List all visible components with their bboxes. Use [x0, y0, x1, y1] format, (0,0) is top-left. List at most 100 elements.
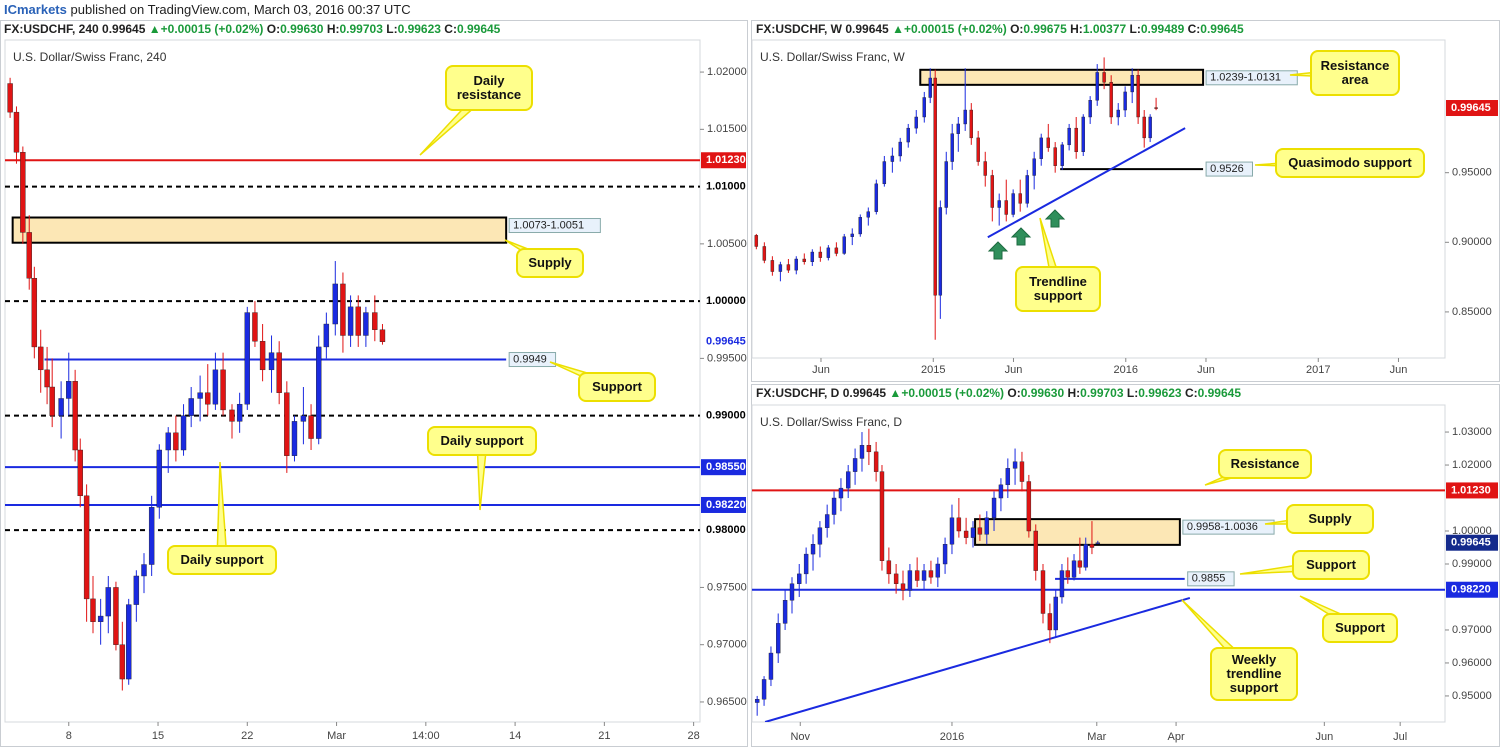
callout: Support — [1292, 550, 1370, 580]
candle-body — [921, 570, 927, 581]
candle-body — [879, 471, 885, 561]
x-tick-label: 8 — [66, 730, 72, 742]
candle-body — [866, 445, 872, 453]
y-tick-label: 0.97500 — [707, 581, 747, 593]
field-label: L: — [1129, 22, 1141, 36]
field-value: 0.99645 — [1200, 22, 1244, 36]
x-tick-label: 14:00 — [412, 730, 440, 742]
candle-body — [1109, 81, 1113, 118]
field-value: 0.99489 — [1140, 22, 1185, 36]
candle-body — [834, 247, 839, 254]
candle-body — [363, 312, 369, 336]
x-tick-label: Jun — [1315, 731, 1333, 743]
candle-body — [26, 232, 32, 279]
plot — [752, 428, 1445, 722]
field-label: O: — [266, 22, 281, 36]
candle-body — [77, 449, 83, 497]
candle-body — [1071, 560, 1077, 578]
candle-body — [914, 116, 918, 129]
field-value: 1.00377 — [1082, 22, 1127, 36]
callout: Resistance — [1218, 449, 1312, 479]
published: published on TradingView.com, March 03, … — [70, 2, 411, 17]
level-axis-box — [1446, 482, 1498, 499]
x-tick-label: Mar — [1087, 731, 1106, 743]
candle-body — [1033, 530, 1038, 571]
candle-body — [842, 236, 846, 254]
candle-body — [49, 386, 55, 416]
callout: Daily support — [427, 426, 537, 456]
level-axis-label: 0.98000 — [706, 524, 746, 536]
candle-body — [850, 233, 854, 237]
plot — [754, 57, 1205, 340]
x-tick-label: Jun — [1005, 364, 1023, 376]
level-axis-label: 0.99000 — [706, 410, 746, 422]
candle-body — [212, 369, 219, 405]
field-label: C: — [444, 22, 457, 36]
publish-bar: ICmarkets published on TradingView.com, … — [0, 0, 411, 20]
candle-body — [1039, 137, 1043, 159]
candle-body — [933, 77, 937, 296]
candle-body — [332, 283, 338, 325]
x-tick-label: 2017 — [1306, 364, 1330, 376]
level-tag: 0.9526 — [1210, 163, 1244, 175]
candle-body — [810, 251, 815, 262]
level-axis-box — [701, 407, 746, 424]
candle-body — [355, 306, 361, 336]
last-price-label: 0.99645 — [706, 336, 746, 348]
candle-body — [1040, 570, 1046, 614]
candle-body — [991, 497, 997, 519]
level-axis-label: 1.01000 — [706, 180, 746, 192]
candle-body — [838, 487, 844, 499]
candle-body — [1053, 596, 1058, 631]
candle-body — [1088, 100, 1092, 118]
candle-body — [1005, 468, 1011, 486]
candle-body — [58, 398, 64, 416]
candle-body — [900, 583, 906, 591]
candle-body — [797, 573, 802, 584]
candle-body — [802, 258, 806, 262]
candle-body — [188, 398, 194, 416]
candle-body — [197, 392, 203, 399]
last-price-box — [1446, 534, 1498, 551]
candle-body — [300, 415, 307, 422]
x-tick-label: 2016 — [940, 731, 964, 743]
candle-body — [1067, 127, 1071, 146]
candle-body — [7, 83, 13, 113]
candle-body — [983, 161, 987, 176]
candle-body — [1077, 560, 1083, 568]
candle-body — [803, 553, 809, 575]
candle-body — [1123, 91, 1127, 111]
last: 0.99645 — [842, 386, 887, 400]
field-label: C: — [1184, 386, 1198, 400]
candle-body — [874, 183, 879, 212]
level-tag: 0.9855 — [1192, 573, 1226, 585]
level-axis-label: 0.98550 — [706, 461, 746, 473]
candle-body — [782, 600, 788, 624]
candle-body — [38, 346, 44, 371]
candle-body — [810, 544, 816, 555]
candle-body — [252, 312, 258, 342]
candle-body — [284, 392, 290, 456]
candle-body — [1012, 461, 1018, 469]
level-axis-label: 1.00000 — [706, 295, 746, 307]
candle-body — [762, 246, 767, 261]
candle-body — [291, 421, 298, 456]
candle-body — [907, 570, 913, 591]
candle-body — [826, 247, 831, 258]
x-tick-label: Jun — [812, 364, 830, 376]
candle-body — [963, 109, 967, 125]
candle-body — [1032, 158, 1036, 176]
arrow-up — [987, 241, 1009, 260]
y-tick-label: 0.97000 — [707, 639, 747, 651]
field-label: C: — [1187, 22, 1201, 36]
field-value: 0.99703 — [1080, 386, 1124, 400]
publisher[interactable]: ICmarkets — [4, 2, 67, 17]
change-arrow: ▲ — [889, 386, 902, 400]
candle-body — [308, 415, 314, 439]
x-tick-label: Mar — [327, 730, 346, 742]
candle-body — [776, 623, 781, 654]
candle-body — [1019, 461, 1025, 482]
last-price-box — [1446, 100, 1498, 117]
candle-body — [754, 235, 759, 247]
chart-title: U.S. Dollar/Swiss Franc, D — [760, 415, 902, 429]
